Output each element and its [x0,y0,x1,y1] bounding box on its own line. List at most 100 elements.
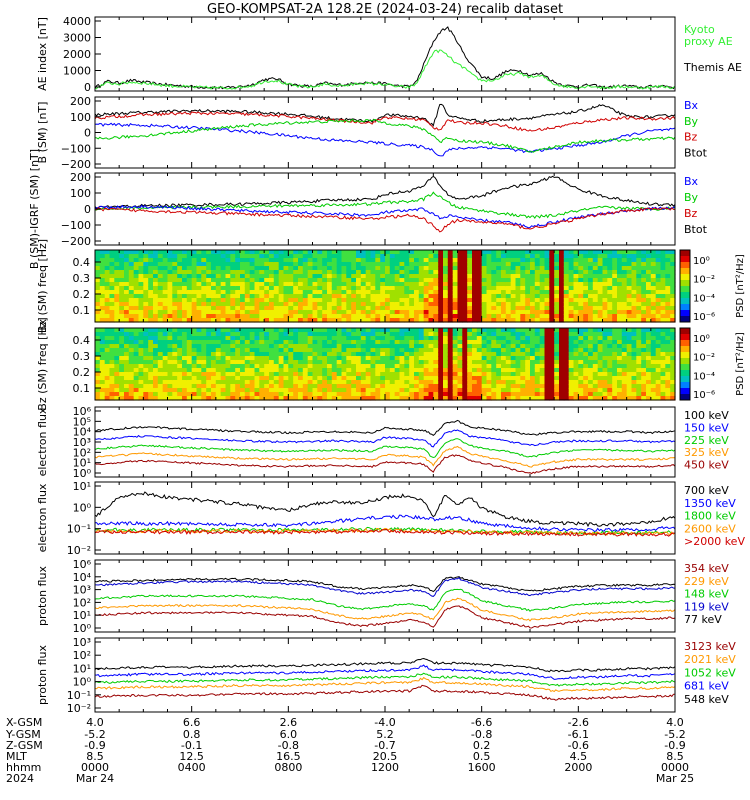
spectrogram-cell [351,384,357,389]
spectrogram-cell [370,356,376,361]
spectrogram-cell [336,328,343,333]
spectrogram-cell [631,290,637,295]
spectrogram-cell [476,332,483,337]
spectrogram-cell [612,396,618,401]
spectrogram-cell [670,286,676,291]
spectrogram-cell [191,274,198,279]
y-tick-label: 2000 [63,48,91,61]
spectrogram-cell [646,298,652,303]
spectrogram-cell [385,282,391,287]
spectrogram-cell [346,364,352,369]
spectrogram-cell [476,364,483,369]
spectrogram-cell [563,278,570,283]
spectrogram-cell [254,298,260,303]
spectrogram-cell [549,258,555,263]
spectrogram-cell [530,352,536,357]
spectrogram-cell [583,262,589,267]
spectrogram-cell [288,332,294,337]
spectrogram-cell [288,392,294,397]
spectrogram-cell [331,298,338,303]
panel-frame [94,637,676,713]
spectrogram-cell [646,352,652,357]
spectrogram-cell [235,266,241,271]
spectrogram-cell [578,388,584,393]
spectrogram-cell [99,348,106,353]
spectrogram-cell [235,356,241,361]
spectrogram-cell [375,266,381,271]
spectrogram-cell [665,356,671,361]
spectrogram-cell [646,388,652,393]
spectrogram-cell [462,332,468,337]
spectrogram-cell [143,270,149,275]
spectrogram-cell [428,282,434,287]
spectrogram-cell [501,298,507,303]
spectrogram-cell [244,266,251,271]
spectrogram-cell [360,302,367,307]
spectrogram-cell [264,388,270,393]
spectrogram-cell [293,360,299,365]
series-line [94,438,676,459]
spectrogram-cell [278,314,285,319]
spectrogram-cell [172,318,178,323]
spectrogram-cell [665,282,671,287]
spectrogram-cell [650,352,657,357]
spectrogram-cell [322,340,328,345]
spectrogram-cell [148,290,154,295]
spectrogram-cell [505,254,512,259]
spectrogram-cell [510,278,517,283]
legend-entry: Btot [684,223,708,236]
spectrogram-cell [617,336,623,341]
spectrogram-cell [220,360,227,365]
spectrogram-cell [148,344,154,349]
spectrogram-cell [182,356,188,361]
spectrogram-cell [602,340,608,345]
spectrogram-cell [215,332,222,337]
spectrogram-cell [510,310,517,315]
spectrogram-cell [563,258,570,263]
spectrogram-cell [423,258,430,263]
spectrogram-cell [341,376,347,381]
y-tick-label: 0 [84,81,91,94]
spectrogram-cell [534,270,541,275]
spectrogram-cell [196,282,202,287]
spectrogram-cell [563,376,570,381]
spectrogram-cell [447,302,454,307]
spectrogram-cell [375,384,381,389]
spectrogram-cell [418,298,425,303]
spectrogram-cell [351,376,357,381]
spectrogram-cell [351,310,357,315]
spectrogram-cell [588,384,594,389]
spectrogram-cell [351,282,357,287]
spectrogram-cell [636,360,642,365]
spectrogram-cell [626,262,633,267]
spectrogram-cell [496,266,502,271]
spectrogram-cell [549,348,555,353]
spectrogram-cell [346,286,352,291]
spectrogram-cell [191,262,198,267]
spectrogram-cell [655,250,662,255]
spectrogram-cell [356,282,362,287]
spectrogram-cell [95,392,101,397]
spectrogram-cell [404,290,410,295]
spectrogram-cell [148,336,154,341]
spectrogram-cell [544,360,550,365]
spectrogram-cell [539,364,546,369]
spectrogram-cell [293,352,299,357]
spectrogram-cell [269,352,275,357]
spectrogram-cell [109,348,115,353]
spectrogram-cell [476,380,483,385]
spectrogram-cell [447,376,454,381]
spectrogram-cell [389,266,396,271]
spectrogram-cell [244,294,251,299]
spectrogram-cell [167,282,173,287]
spectrogram-cell [153,344,159,349]
spectrogram-cell [646,372,652,377]
spectrogram-cell [520,262,526,267]
spectrogram-cell [336,262,343,267]
spectrogram-cell [230,274,236,279]
spectrogram-cell [293,314,299,319]
spectrogram-cell [578,298,584,303]
spectrogram-cell [462,376,468,381]
spectrogram-cell [472,328,478,333]
spectrogram-cell [172,258,178,263]
